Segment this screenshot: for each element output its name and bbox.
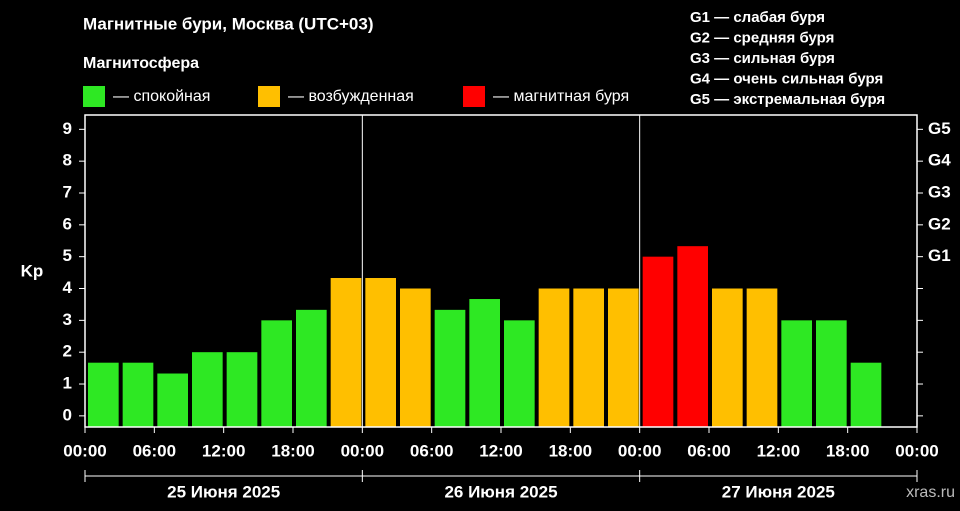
bar xyxy=(781,320,812,427)
legend-label: — спокойная xyxy=(113,88,210,105)
y-tick-label: 5 xyxy=(63,246,72,265)
bar xyxy=(434,309,466,427)
legend-title: Магнитосфера xyxy=(83,55,199,72)
legend-swatch xyxy=(258,86,280,107)
bar xyxy=(157,373,188,427)
bar xyxy=(746,288,778,427)
scale-note: G5 — экстремальная буря xyxy=(690,91,885,108)
day-label: 26 Июня 2025 xyxy=(444,482,557,501)
bar xyxy=(400,288,431,427)
y-tick-label: 6 xyxy=(63,214,72,233)
bar xyxy=(469,299,500,427)
bar xyxy=(226,352,258,427)
bar xyxy=(573,288,604,427)
legend-label: — магнитная буря xyxy=(493,88,629,105)
x-tick-label: 00:00 xyxy=(341,441,384,460)
bar xyxy=(816,320,847,427)
x-tick-label: 00:00 xyxy=(618,441,661,460)
x-tick-label: 12:00 xyxy=(202,441,245,460)
y-axis-label: Kp xyxy=(21,261,44,280)
x-tick-label: 00:00 xyxy=(63,441,106,460)
day-label: 27 Июня 2025 xyxy=(722,482,835,501)
bar xyxy=(261,320,292,427)
scale-note: G4 — очень сильная буря xyxy=(690,70,883,87)
bar xyxy=(365,278,396,427)
x-tick-label: 06:00 xyxy=(410,441,453,460)
bar xyxy=(677,246,708,427)
x-tick-label: 12:00 xyxy=(479,441,522,460)
bar xyxy=(330,278,362,427)
x-tick-label: 12:00 xyxy=(757,441,800,460)
y-tick-label: 3 xyxy=(63,310,72,329)
x-tick-label: 00:00 xyxy=(895,441,938,460)
scale-note: G3 — сильная буря xyxy=(690,50,835,67)
bar xyxy=(538,288,570,427)
bar xyxy=(712,288,743,427)
bar xyxy=(296,309,327,427)
y-tick-label: 8 xyxy=(63,151,72,170)
y-tick-label: 1 xyxy=(63,374,72,393)
bar xyxy=(122,362,154,427)
y-tick-label: 4 xyxy=(63,278,73,297)
y2-tick-label: G1 xyxy=(928,246,951,265)
bar xyxy=(642,256,674,427)
chart-title: Магнитные бури, Москва (UTC+03) xyxy=(83,14,374,33)
scale-note: G1 — слабая буря xyxy=(690,9,825,26)
legend-label: — возбужденная xyxy=(288,88,414,105)
x-tick-label: 06:00 xyxy=(687,441,730,460)
bar xyxy=(504,320,535,427)
x-tick-label: 18:00 xyxy=(826,441,869,460)
legend-swatch xyxy=(463,86,485,107)
y-tick-label: 9 xyxy=(63,119,72,138)
scale-note: G2 — средняя буря xyxy=(690,29,834,46)
bar xyxy=(192,352,223,427)
legend-swatch xyxy=(83,86,105,107)
x-tick-label: 18:00 xyxy=(271,441,314,460)
day-label: 25 Июня 2025 xyxy=(167,482,280,501)
bar xyxy=(608,288,639,427)
y-tick-label: 0 xyxy=(63,405,72,424)
y2-tick-label: G2 xyxy=(928,214,951,233)
y-tick-label: 2 xyxy=(63,342,72,361)
y2-tick-label: G3 xyxy=(928,182,951,201)
bar xyxy=(850,362,882,427)
watermark: xras.ru xyxy=(906,484,955,501)
y2-tick-label: G4 xyxy=(928,151,951,170)
y-tick-label: 7 xyxy=(63,182,72,201)
x-tick-label: 18:00 xyxy=(549,441,592,460)
x-tick-label: 06:00 xyxy=(133,441,176,460)
y2-tick-label: G5 xyxy=(928,119,951,138)
bar xyxy=(88,362,119,427)
